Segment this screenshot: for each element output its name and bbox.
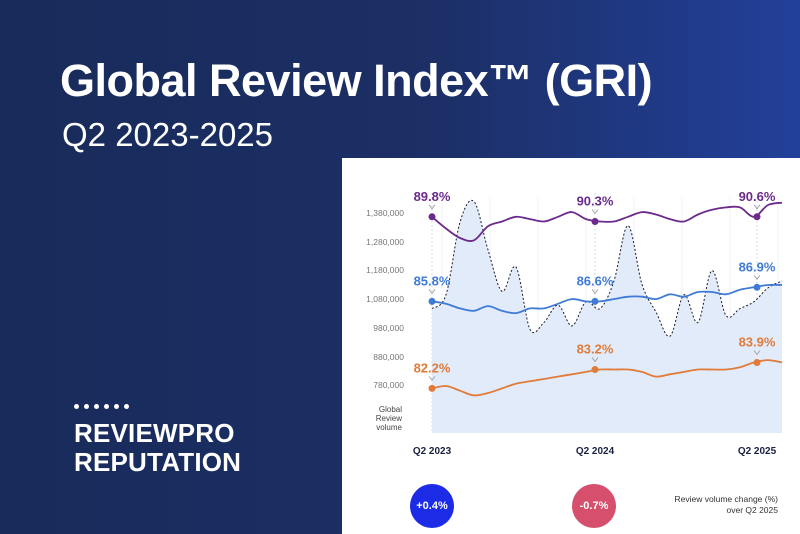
y-tick-label: 1,080,000: [366, 294, 404, 304]
series-1-point-2: [591, 218, 599, 225]
data-label: 90.6%: [739, 189, 776, 204]
pointer-icon: [591, 209, 599, 215]
pointer-icon: [591, 289, 599, 295]
volume-change-note-line-1: Review volume change (%): [674, 494, 778, 504]
volume-line: [431, 199, 783, 337]
chart-card: 1,380,000 1,280,000 1,180,000 1,080,000 980,…: [342, 158, 800, 534]
page-subtitle: Q2 2023-2025: [62, 116, 274, 153]
data-label: 83.2%: [577, 342, 614, 357]
x-tick-label: Q2 2025: [738, 446, 777, 457]
series-line-3: [431, 359, 783, 397]
series-2-point-1: [428, 297, 436, 305]
pointer-icon: [428, 376, 436, 382]
reviewpro-logo: REVIEWPRO REPUTATION: [74, 404, 241, 477]
data-label: 89.8%: [414, 189, 451, 204]
series-line-2: [431, 283, 783, 315]
volume-area: [432, 200, 782, 433]
series-line-1: [431, 201, 783, 242]
data-label: 83.9%: [739, 335, 776, 350]
x-tick-label: Q2 2024: [576, 446, 615, 457]
pointer-icon: [428, 204, 436, 210]
series-1-point-3: [753, 213, 761, 221]
gri-chart: 1,380,000 1,280,000 1,180,000 1,080,000 980,…: [366, 189, 783, 457]
series-1-point-1: [428, 213, 436, 221]
logo-line-1: REVIEWPRO: [74, 418, 235, 448]
data-label: 85.8%: [414, 273, 451, 288]
data-label: 82.2%: [414, 360, 451, 375]
page-title: Global Review Index™ (GRI): [60, 55, 653, 106]
volume-change-note-line-2: over Q2 2025: [726, 505, 778, 515]
y-axis-title: Global: [379, 405, 402, 414]
volume-change-badge-1: +0.4%: [410, 484, 454, 528]
y-tick-label: 880,000: [373, 352, 404, 362]
y-tick-label: 1,180,000: [366, 265, 404, 275]
x-tick-label: Q2 2023: [413, 446, 452, 457]
y-tick-label: 780,000: [373, 380, 404, 390]
series-2-point-2: [591, 297, 599, 305]
y-axis-title: Review: [376, 414, 402, 423]
pointer-icon: [428, 289, 436, 295]
data-label: 90.3%: [577, 194, 614, 209]
data-label: 86.9%: [739, 259, 776, 274]
y-tick-label: 1,280,000: [366, 237, 404, 247]
series-3-point-1: [428, 384, 436, 392]
pointer-icon: [753, 204, 761, 210]
logo-dots-icon: [74, 404, 241, 409]
series-2-point-3: [753, 283, 761, 291]
y-axis-title: volume: [376, 423, 402, 432]
volume-change-badge-2: -0.7%: [572, 484, 616, 528]
series-3-point-2: [591, 366, 599, 374]
logo-line-2: REPUTATION: [74, 447, 242, 477]
pointer-icon: [753, 275, 761, 280]
y-tick-label: 980,000: [373, 323, 404, 333]
series-3-point-3: [753, 359, 761, 366]
pointer-icon: [591, 357, 599, 363]
y-tick-label: 1,380,000: [366, 208, 404, 218]
volume-change-note: Review volume change (%) over Q2 2025: [642, 494, 778, 516]
data-label: 86.6%: [577, 273, 614, 288]
pointer-icon: [753, 350, 761, 356]
